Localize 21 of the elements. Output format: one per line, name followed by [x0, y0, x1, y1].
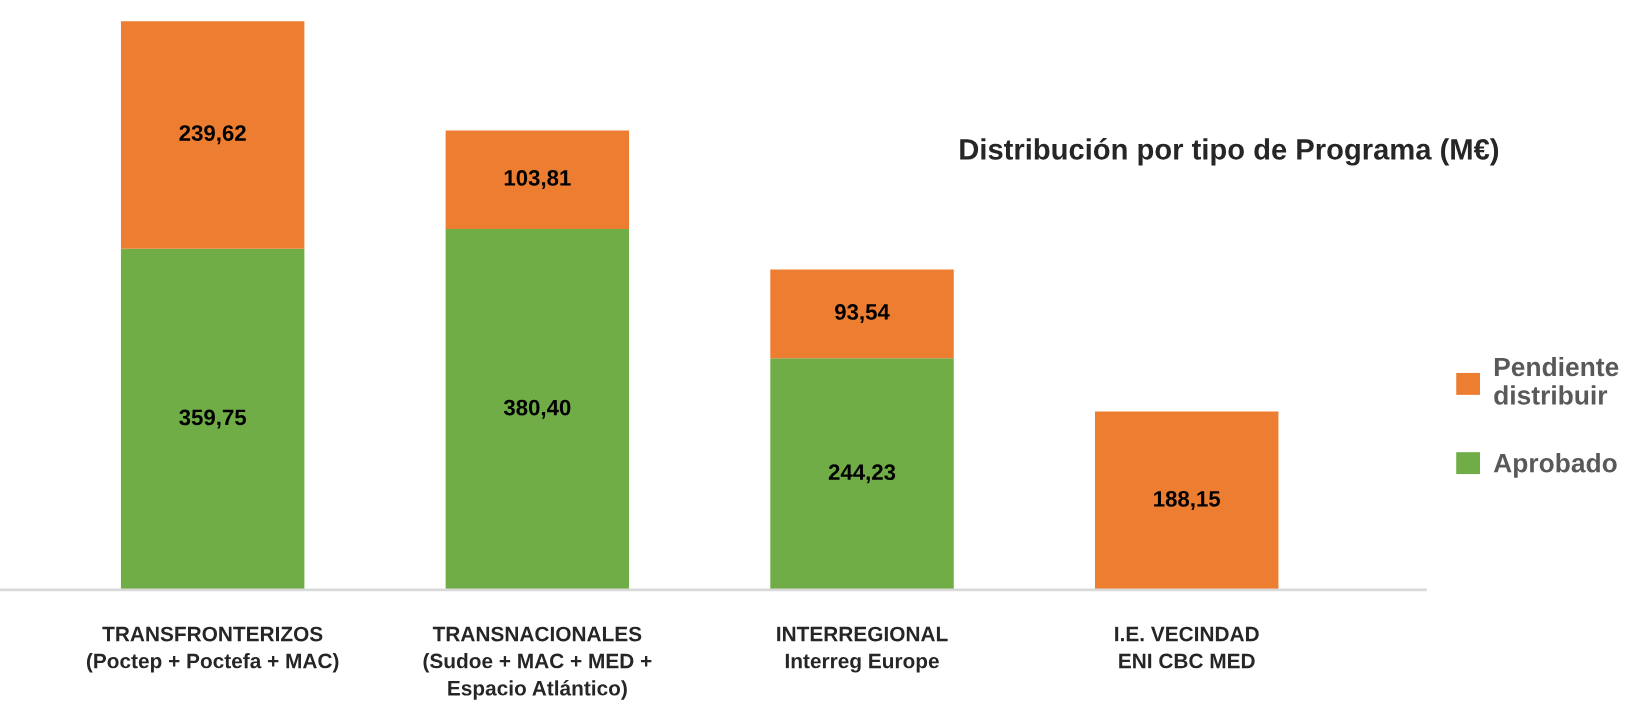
data-label: 93,54 [835, 304, 890, 324]
x-tick-label: TRANSNACIONALES (Sudoe + MAC + MED + Espacio Atlántico) [423, 626, 652, 700]
bar [770, 269, 954, 359]
data-label: 239,62 [179, 125, 246, 145]
data-label: 359,75 [179, 409, 247, 429]
bar [120, 248, 305, 590]
bar [1094, 411, 1279, 590]
data-label: 103,81 [504, 170, 571, 189]
x-tick-label: INTERREGIONAL Interreg Europe [777, 626, 948, 673]
bar [120, 21, 305, 249]
legend-label: Pendiente distribuir [1494, 356, 1619, 405]
data-label: 188,15 [1154, 490, 1221, 510]
text: Distribución por tipo de Programa (M€) [960, 138, 1499, 166]
bar [770, 358, 954, 590]
x-tick-label: TRANSFRONTERIZOS (Poctep + Poctefa + MAC) [86, 626, 339, 673]
bar [445, 229, 630, 590]
x-tick-label: I.E. VECINDAD ENI CBC MED [1115, 626, 1259, 669]
legend-label: Aprobado [1493, 453, 1617, 478]
data-label: 380,40 [503, 399, 571, 419]
data-label: 244,23 [828, 464, 896, 484]
bar [445, 130, 630, 230]
